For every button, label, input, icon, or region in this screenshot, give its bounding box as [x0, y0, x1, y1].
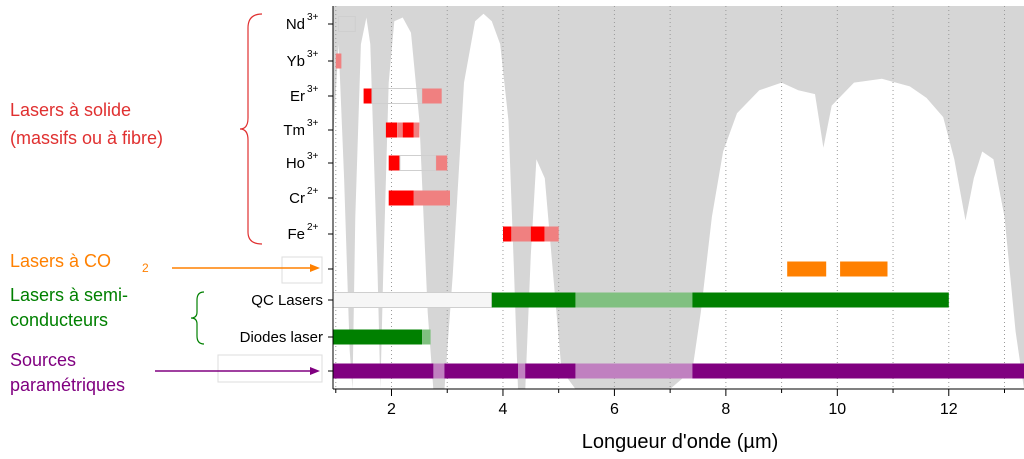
range-bar: [388, 155, 400, 171]
parametric-sources-label: Sources: [10, 350, 76, 370]
range-bar: [436, 155, 448, 171]
semiconductor-label: conducteurs: [10, 310, 108, 330]
x-tick-label: 6: [610, 401, 619, 418]
range-bar: [575, 292, 693, 308]
range-bar: [491, 292, 949, 308]
range-bar: [544, 226, 559, 242]
row-label: Fe: [287, 226, 305, 243]
range-bar: [503, 226, 512, 242]
range-bar: [511, 226, 531, 242]
range-bar: [433, 363, 445, 379]
row-label-superscript: 3+: [307, 118, 319, 129]
range-bar: [338, 16, 356, 32]
range-bar: [332, 292, 493, 308]
parametric-arrow-head: [310, 367, 320, 375]
x-tick-label: 2: [387, 401, 396, 418]
x-axis-label: Longueur d'onde (µm): [582, 431, 779, 453]
range-bar: [575, 363, 693, 379]
range-bar: [363, 88, 372, 104]
row-label: Ho: [286, 155, 305, 172]
solid-lasers-label: Lasers à solide: [10, 100, 131, 120]
co2-lasers-label: Lasers à CO: [10, 251, 111, 271]
range-bar: [397, 122, 403, 138]
parametric-label-box: [217, 354, 323, 383]
row-label: Cr: [289, 190, 305, 207]
range-bar: [413, 190, 450, 206]
row-label-superscript: 2+: [307, 222, 319, 233]
x-tick-label: 12: [940, 401, 958, 418]
range-bar: [787, 261, 827, 277]
range-bar: [422, 88, 442, 104]
range-bar: [840, 261, 888, 277]
row-label: Yb: [287, 53, 305, 70]
co2-arrow-head: [310, 264, 320, 272]
co2-subscript: 2: [142, 261, 149, 275]
row-label: Tm: [283, 122, 305, 139]
co2-label-box: [281, 256, 323, 284]
range-bar: [402, 122, 414, 138]
range-bar: [335, 53, 342, 69]
row-label: Nd: [286, 16, 305, 33]
x-tick-label: 8: [721, 401, 730, 418]
solid-lasers-bracket: [239, 13, 263, 245]
row-label: QC Lasers: [251, 292, 323, 309]
range-bar: [422, 329, 431, 345]
range-bar: [530, 226, 545, 242]
parametric-sources-label: paramétriques: [10, 375, 125, 395]
row-label: Er: [290, 88, 305, 105]
row-label-superscript: 2+: [307, 186, 319, 197]
row-label-superscript: 3+: [307, 84, 319, 95]
row-label-superscript: 3+: [307, 151, 319, 162]
semiconductor-label: Lasers à semi-: [10, 285, 128, 305]
range-bar: [385, 122, 397, 138]
x-tick-label: 10: [828, 401, 846, 418]
range-bar: [388, 190, 414, 206]
range-bar: [518, 363, 526, 379]
row-label-superscript: 3+: [307, 12, 319, 23]
row-label: Diodes laser: [240, 329, 323, 346]
row-label-superscript: 3+: [307, 49, 319, 60]
range-bar: [333, 329, 423, 345]
atmospheric-absorption-area: [333, 6, 1024, 389]
x-tick-label: 4: [499, 401, 508, 418]
solid-lasers-label: (massifs ou à fibre): [10, 128, 163, 148]
semiconductor-bracket: [190, 291, 205, 345]
range-bar: [413, 122, 420, 138]
